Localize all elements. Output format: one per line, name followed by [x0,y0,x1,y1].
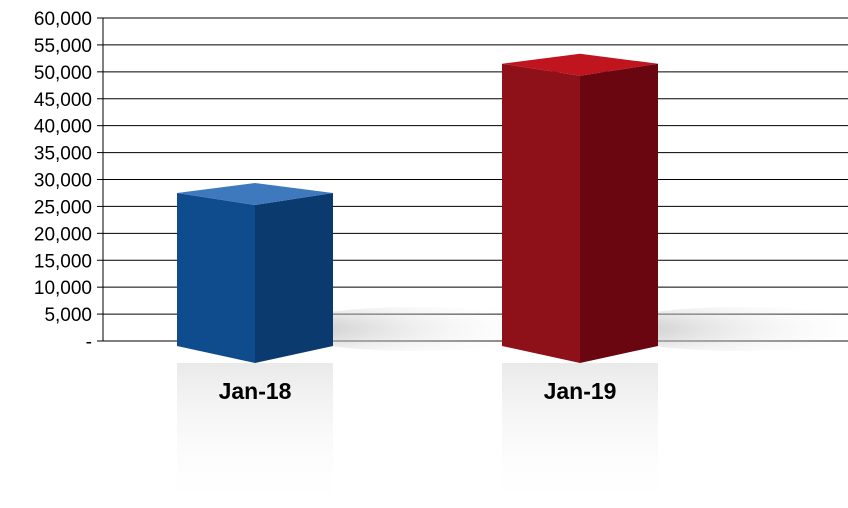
x-category-label: Jan-18 [219,378,292,404]
x-category-label: Jan-19 [544,378,617,404]
bar-front-face [177,192,255,363]
bar-side-face [580,63,658,364]
bar-side-face [255,192,333,363]
y-tick-label: 25,000 [34,197,92,218]
bar-jan-18 [177,182,558,508]
y-tick-label: 45,000 [34,90,92,111]
y-tick-label: 50,000 [34,63,92,84]
bar-jan-19 [502,53,848,508]
y-tick-label: 15,000 [34,251,92,272]
y-tick-label: 35,000 [34,144,92,165]
y-tick-label: 60,000 [34,9,92,30]
y-tick-label: 10,000 [34,278,92,299]
bar-shadow [278,307,558,351]
y-tick-label: 40,000 [34,117,92,138]
x-axis-labels: Jan-18 Jan-19 [219,378,617,404]
y-axis-ticks: - 5,000 10,000 15,000 20,000 25,000 30,000 35,0… [34,9,92,353]
bars [177,53,848,508]
y-tick-label: 30,000 [34,171,92,192]
bar-top-face [177,182,333,205]
bar-front-face [502,63,580,364]
bar-reflection [177,363,333,508]
y-tick-label: 5,000 [44,305,92,326]
y-tick-label: 20,000 [34,224,92,245]
bar-top-face [502,53,658,76]
bar-reflection [502,363,658,508]
y-tick-label: - [86,332,92,353]
bar-shadow [603,307,848,351]
y-tick-label: 55,000 [34,36,92,57]
